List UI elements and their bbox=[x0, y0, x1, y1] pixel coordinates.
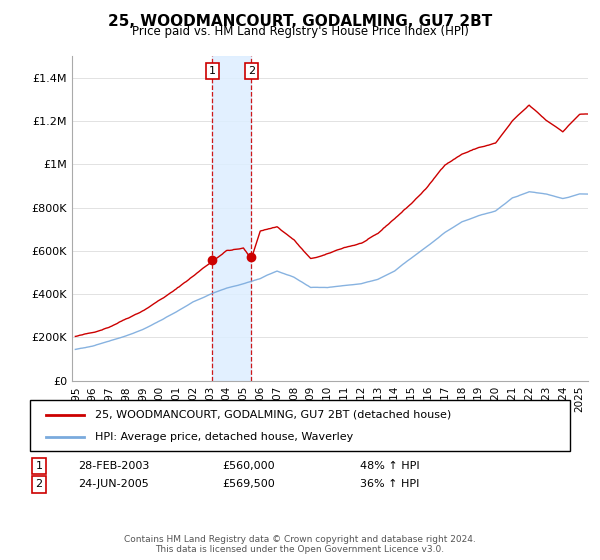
Text: 36% ↑ HPI: 36% ↑ HPI bbox=[360, 479, 419, 489]
Text: 24-JUN-2005: 24-JUN-2005 bbox=[78, 479, 149, 489]
Text: Price paid vs. HM Land Registry's House Price Index (HPI): Price paid vs. HM Land Registry's House … bbox=[131, 25, 469, 38]
Text: HPI: Average price, detached house, Waverley: HPI: Average price, detached house, Wave… bbox=[95, 432, 353, 442]
Text: 2: 2 bbox=[248, 66, 255, 76]
Text: 2: 2 bbox=[35, 479, 43, 489]
Text: 1: 1 bbox=[35, 461, 43, 471]
Text: £569,500: £569,500 bbox=[222, 479, 275, 489]
Text: 1: 1 bbox=[209, 66, 216, 76]
FancyBboxPatch shape bbox=[30, 400, 570, 451]
Text: 25, WOODMANCOURT, GODALMING, GU7 2BT (detached house): 25, WOODMANCOURT, GODALMING, GU7 2BT (de… bbox=[95, 409, 451, 419]
Text: 48% ↑ HPI: 48% ↑ HPI bbox=[360, 461, 419, 471]
Bar bbox=[212, 56, 251, 381]
Text: 25, WOODMANCOURT, GODALMING, GU7 2BT: 25, WOODMANCOURT, GODALMING, GU7 2BT bbox=[108, 14, 492, 29]
Text: £560,000: £560,000 bbox=[222, 461, 275, 471]
Text: 28-FEB-2003: 28-FEB-2003 bbox=[78, 461, 149, 471]
Text: Contains HM Land Registry data © Crown copyright and database right 2024.
This d: Contains HM Land Registry data © Crown c… bbox=[124, 535, 476, 554]
